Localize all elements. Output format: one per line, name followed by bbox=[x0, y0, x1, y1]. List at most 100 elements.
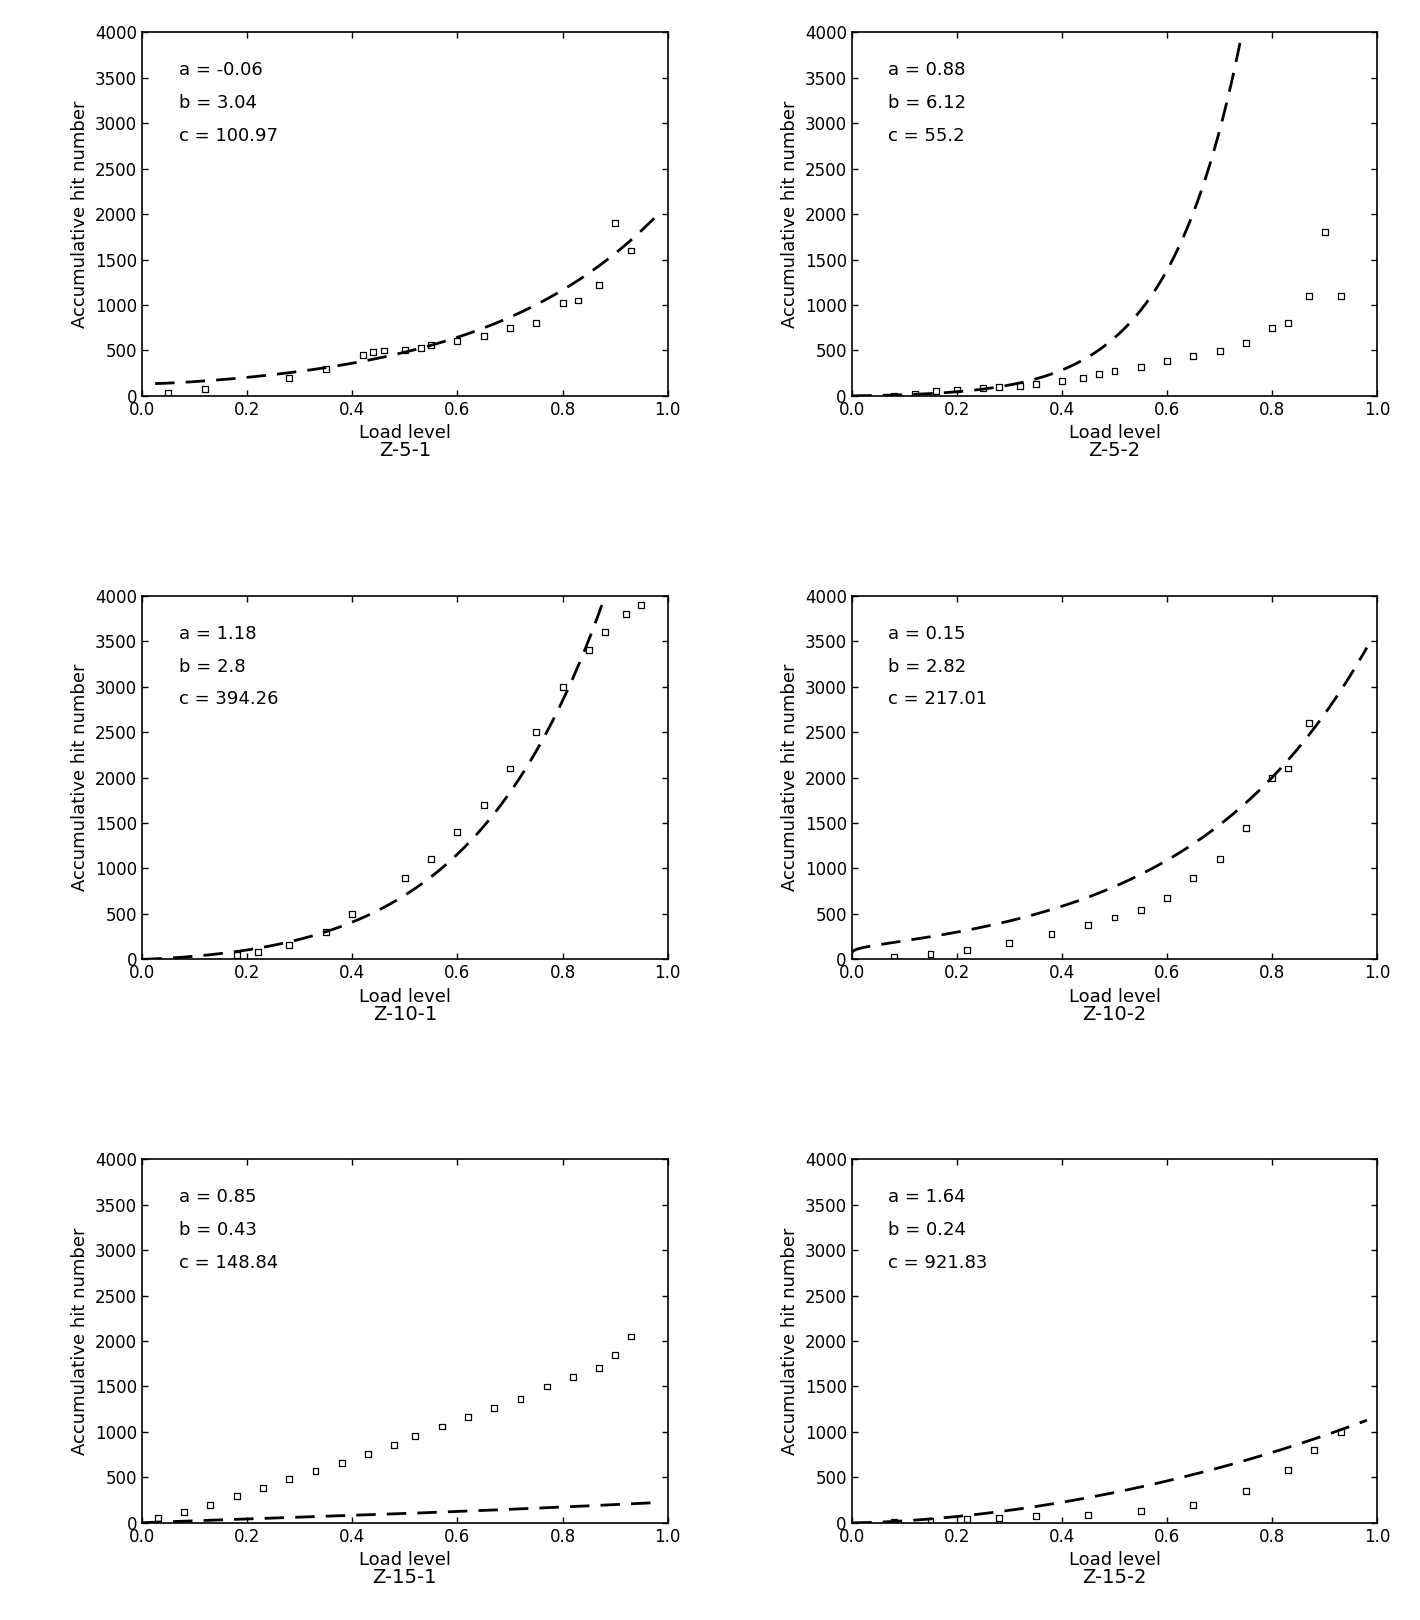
X-axis label: Load level: Load level bbox=[359, 988, 452, 1006]
Point bbox=[594, 619, 616, 645]
Point bbox=[1329, 1419, 1352, 1445]
Y-axis label: Accumulative hit number: Accumulative hit number bbox=[71, 1228, 89, 1455]
Text: b = 0.43: b = 0.43 bbox=[179, 1221, 257, 1239]
Text: Z-5-1: Z-5-1 bbox=[379, 441, 430, 460]
Text: c = 217.01: c = 217.01 bbox=[889, 690, 988, 708]
Text: c = 55.2: c = 55.2 bbox=[889, 126, 966, 144]
Point bbox=[1329, 284, 1352, 309]
Text: c = 394.26: c = 394.26 bbox=[179, 690, 278, 708]
Point bbox=[420, 332, 443, 358]
Point bbox=[604, 211, 626, 237]
Point bbox=[498, 314, 521, 340]
Point bbox=[409, 335, 432, 361]
X-axis label: Load level: Load level bbox=[1068, 1552, 1160, 1570]
Y-axis label: Accumulative hit number: Accumulative hit number bbox=[781, 100, 799, 327]
Point bbox=[1277, 311, 1299, 337]
Point bbox=[420, 846, 443, 872]
Point bbox=[1208, 846, 1231, 872]
X-axis label: Load level: Load level bbox=[359, 1552, 452, 1570]
Point bbox=[987, 1505, 1010, 1531]
Point bbox=[551, 674, 574, 700]
Point bbox=[193, 376, 216, 402]
Point bbox=[430, 1414, 453, 1440]
Point bbox=[315, 356, 338, 382]
Point bbox=[146, 1505, 169, 1531]
Point bbox=[405, 1422, 427, 1448]
Point bbox=[278, 364, 301, 390]
Point bbox=[1103, 904, 1126, 930]
Point bbox=[1234, 1477, 1257, 1503]
Text: Z-15-1: Z-15-1 bbox=[372, 1568, 437, 1588]
Point bbox=[946, 376, 968, 402]
Point bbox=[1181, 343, 1204, 369]
Text: c = 921.83: c = 921.83 bbox=[889, 1254, 988, 1272]
Point bbox=[1277, 1456, 1299, 1482]
Point bbox=[1208, 339, 1231, 364]
Point bbox=[535, 1374, 558, 1400]
Text: a = 0.85: a = 0.85 bbox=[179, 1189, 256, 1207]
Point bbox=[1156, 348, 1179, 374]
X-axis label: Load level: Load level bbox=[359, 424, 452, 442]
X-axis label: Load level: Load level bbox=[1068, 424, 1160, 442]
Text: b = 2.8: b = 2.8 bbox=[179, 658, 246, 676]
Point bbox=[341, 901, 364, 927]
Point bbox=[630, 591, 653, 617]
Point bbox=[1261, 765, 1284, 791]
Y-axis label: Accumulative hit number: Accumulative hit number bbox=[781, 1228, 799, 1455]
Point bbox=[510, 1387, 532, 1413]
Point bbox=[1181, 865, 1204, 891]
Point bbox=[919, 1508, 941, 1534]
Point bbox=[483, 1395, 506, 1421]
Point bbox=[1234, 330, 1257, 356]
Point bbox=[604, 1341, 626, 1367]
Y-axis label: Accumulative hit number: Accumulative hit number bbox=[71, 664, 89, 891]
Point bbox=[578, 637, 601, 663]
Point bbox=[304, 1458, 327, 1484]
Text: Z-10-1: Z-10-1 bbox=[372, 1004, 437, 1024]
Point bbox=[446, 329, 469, 355]
Text: a = 0.15: a = 0.15 bbox=[889, 625, 966, 643]
Point bbox=[567, 287, 589, 313]
Point bbox=[1129, 1498, 1152, 1524]
Point bbox=[919, 941, 941, 967]
Text: b = 3.04: b = 3.04 bbox=[179, 94, 257, 112]
X-axis label: Load level: Load level bbox=[1068, 988, 1160, 1006]
Point bbox=[1129, 353, 1152, 379]
Point bbox=[226, 1484, 248, 1510]
Point bbox=[473, 792, 496, 818]
Point bbox=[1024, 371, 1047, 397]
Point bbox=[393, 865, 416, 891]
Point bbox=[457, 1405, 480, 1430]
Point bbox=[525, 311, 548, 337]
Point bbox=[1076, 912, 1099, 938]
Point bbox=[525, 719, 548, 745]
Point bbox=[619, 1324, 642, 1349]
Point bbox=[278, 931, 301, 957]
Point bbox=[473, 322, 496, 348]
Point bbox=[1304, 1437, 1326, 1463]
Point bbox=[351, 342, 373, 368]
Point bbox=[562, 1364, 585, 1390]
Point bbox=[998, 930, 1021, 956]
Text: a = 0.88: a = 0.88 bbox=[889, 62, 966, 79]
Point bbox=[393, 337, 416, 363]
Point bbox=[278, 1466, 301, 1492]
Point bbox=[315, 919, 338, 944]
Point bbox=[446, 820, 469, 846]
Point bbox=[173, 1498, 196, 1524]
Point bbox=[1156, 885, 1179, 910]
Point bbox=[1076, 1502, 1099, 1528]
Point bbox=[251, 1476, 274, 1502]
Point bbox=[956, 938, 978, 964]
Text: Z-10-2: Z-10-2 bbox=[1082, 1004, 1147, 1024]
Point bbox=[1298, 710, 1321, 735]
Text: b = 2.82: b = 2.82 bbox=[889, 658, 967, 676]
Point bbox=[226, 941, 248, 967]
Point bbox=[615, 601, 638, 627]
Text: c = 100.97: c = 100.97 bbox=[179, 126, 278, 144]
Point bbox=[1277, 755, 1299, 781]
Point bbox=[362, 339, 385, 364]
Point bbox=[882, 382, 905, 408]
Point bbox=[498, 755, 521, 781]
Point bbox=[882, 1508, 905, 1534]
